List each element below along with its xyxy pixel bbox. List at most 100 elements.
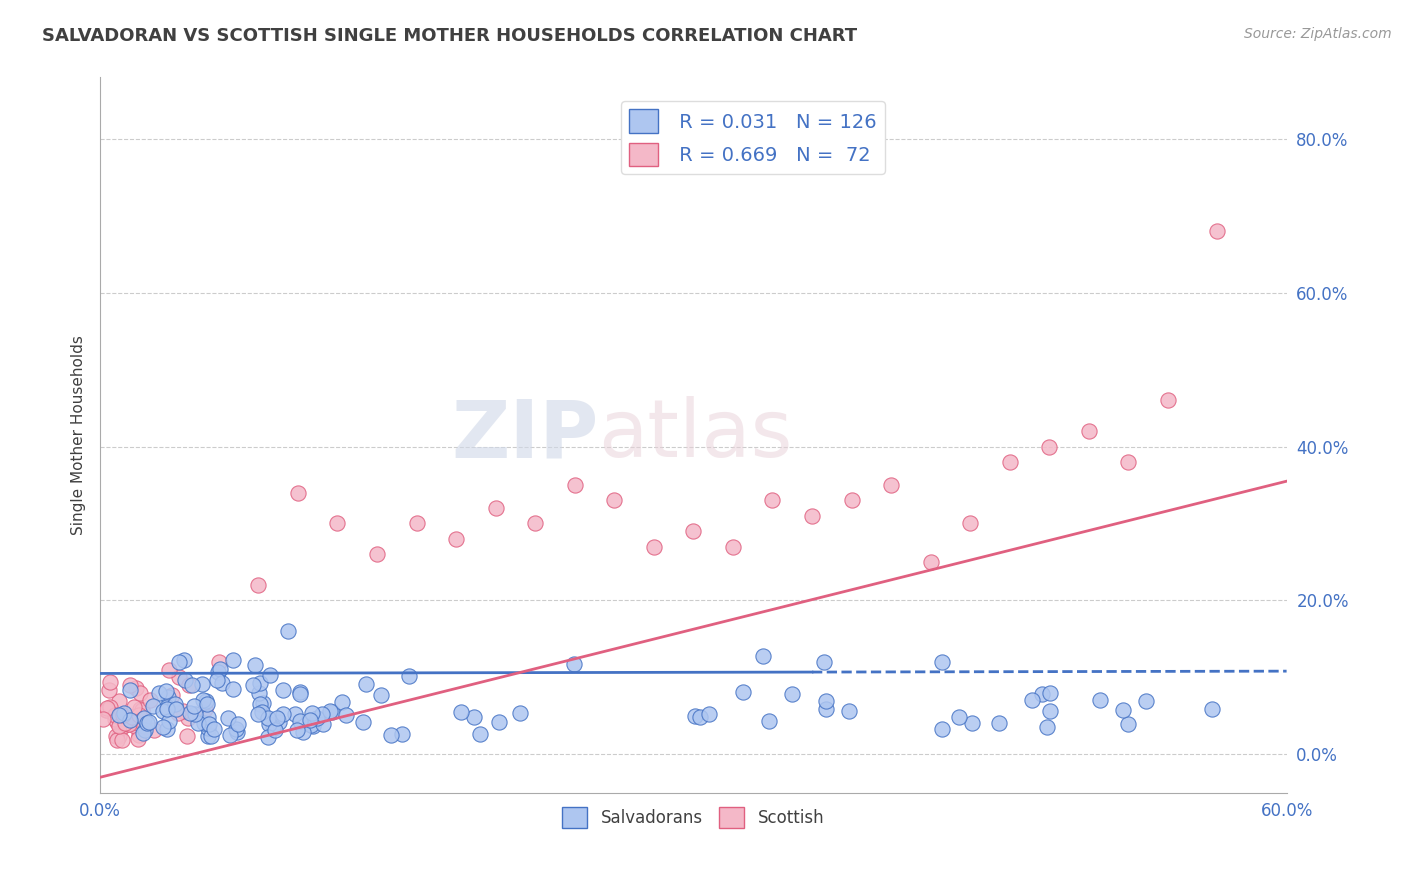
Point <box>205 673 228 687</box>
Point <box>564 478 586 492</box>
Point <box>125 681 148 696</box>
Point <box>138 693 160 707</box>
Point <box>96 703 118 717</box>
Point <box>167 655 190 669</box>
Point <box>354 677 377 691</box>
Point <box>352 714 374 729</box>
Point <box>288 688 311 702</box>
Point <box>173 673 195 687</box>
Point <box>269 715 291 730</box>
Point <box>398 669 420 683</box>
Point <box>782 687 804 701</box>
Point <box>111 721 134 735</box>
Point <box>285 723 308 737</box>
Point <box>211 676 233 690</box>
Point <box>195 697 218 711</box>
Point <box>1118 455 1140 469</box>
Legend: Salvadorans, Scottish: Salvadorans, Scottish <box>555 801 831 834</box>
Point <box>262 720 284 734</box>
Point <box>814 702 837 716</box>
Point <box>302 719 325 733</box>
Point <box>193 716 215 731</box>
Point <box>105 732 128 747</box>
Point <box>488 714 510 729</box>
Point <box>118 678 141 692</box>
Point <box>183 707 205 722</box>
Point <box>207 665 229 680</box>
Point <box>96 703 118 717</box>
Point <box>287 485 309 500</box>
Point <box>156 702 179 716</box>
Point <box>960 716 983 731</box>
Point <box>104 708 127 723</box>
Point <box>191 692 214 706</box>
Point <box>148 686 170 700</box>
Point <box>366 547 388 561</box>
Point <box>959 516 981 531</box>
Point <box>163 697 186 711</box>
Point <box>326 516 349 531</box>
Text: atlas: atlas <box>599 396 793 474</box>
Point <box>841 493 863 508</box>
Point <box>249 697 271 711</box>
Point <box>307 711 329 725</box>
Point <box>141 699 163 714</box>
Point <box>157 663 180 677</box>
Point <box>176 711 198 725</box>
Point <box>225 722 247 736</box>
Point <box>250 705 273 719</box>
Point <box>330 694 353 708</box>
Point <box>121 710 143 724</box>
Point <box>1038 440 1060 454</box>
Point <box>217 711 239 725</box>
Text: ZIP: ZIP <box>451 396 599 474</box>
Point <box>131 703 153 717</box>
Point <box>226 725 249 739</box>
Point <box>682 524 704 538</box>
Point <box>288 685 311 699</box>
Point <box>801 508 824 523</box>
Point <box>98 674 121 689</box>
Point <box>813 655 835 669</box>
Point <box>689 710 711 724</box>
Point <box>98 682 121 697</box>
Point <box>111 732 134 747</box>
Point <box>105 729 128 743</box>
Point <box>194 694 217 708</box>
Point <box>998 455 1021 469</box>
Point <box>91 712 114 726</box>
Point <box>128 686 150 700</box>
Point <box>247 706 270 721</box>
Point <box>948 710 970 724</box>
Point <box>752 648 775 663</box>
Point <box>247 686 270 700</box>
Point <box>132 711 155 725</box>
Point <box>252 696 274 710</box>
Point <box>721 540 744 554</box>
Point <box>167 670 190 684</box>
Point <box>259 668 281 682</box>
Point <box>259 716 281 731</box>
Point <box>165 702 187 716</box>
Point <box>208 655 231 669</box>
Point <box>167 706 190 721</box>
Point <box>191 677 214 691</box>
Point <box>173 653 195 667</box>
Point <box>288 714 311 729</box>
Point <box>271 706 294 721</box>
Text: Source: ZipAtlas.com: Source: ZipAtlas.com <box>1244 27 1392 41</box>
Point <box>194 701 217 715</box>
Text: SALVADORAN VS SCOTTISH SINGLE MOTHER HOUSEHOLDS CORRELATION CHART: SALVADORAN VS SCOTTISH SINGLE MOTHER HOU… <box>42 27 858 45</box>
Point <box>1206 224 1229 238</box>
Point <box>263 721 285 735</box>
Point <box>266 711 288 725</box>
Point <box>114 716 136 731</box>
Point <box>98 700 121 714</box>
Point <box>134 723 156 737</box>
Point <box>319 704 342 718</box>
Point <box>931 655 953 669</box>
Point <box>1039 704 1062 718</box>
Point <box>444 532 467 546</box>
Point <box>117 717 139 731</box>
Point <box>122 700 145 714</box>
